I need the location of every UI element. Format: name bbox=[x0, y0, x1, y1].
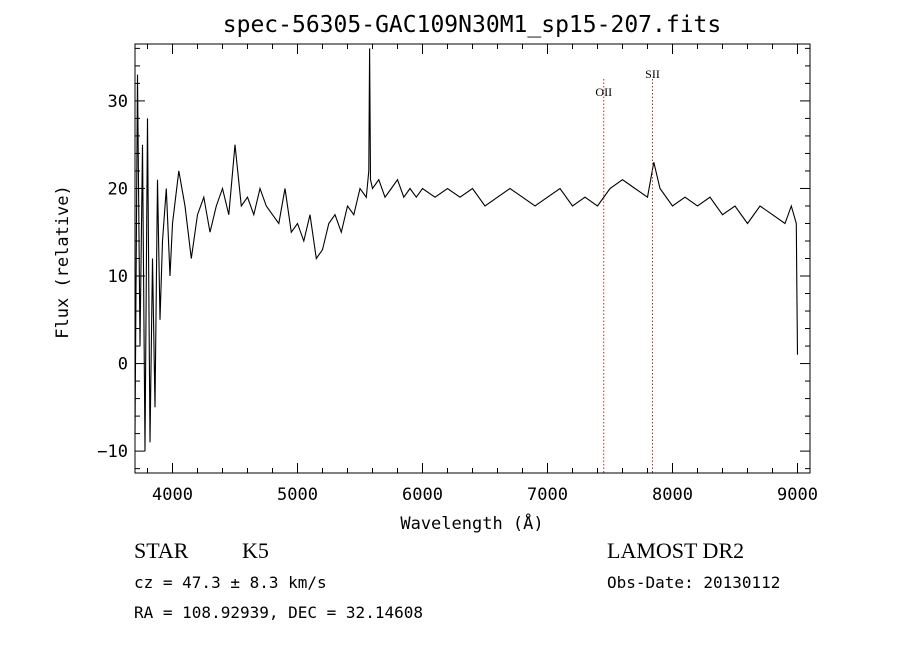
line-label-oii: OII bbox=[595, 85, 612, 99]
x-tick-label: 8000 bbox=[652, 485, 693, 505]
object-type: STAR bbox=[134, 538, 189, 563]
plot-frame bbox=[134, 43, 811, 474]
y-tick-label: 20 bbox=[108, 179, 128, 199]
spectral-subclass: K5 bbox=[242, 538, 269, 563]
y-tick-label: 30 bbox=[108, 92, 128, 112]
coordinates: RA = 108.92939, DEC = 32.14608 bbox=[134, 603, 423, 622]
x-tick-label: 5000 bbox=[277, 485, 318, 505]
line-label-sii: SII bbox=[645, 67, 660, 81]
x-tick-label: 4000 bbox=[152, 485, 193, 505]
x-tick-label: 6000 bbox=[402, 485, 443, 505]
plot-area: 4000 5000 6000 7000 8000 9000 −10 0 10 20 30 OII SII bbox=[97, 43, 818, 505]
observation-date: Obs-Date: 20130112 bbox=[607, 573, 781, 592]
survey-name: LAMOST DR2 bbox=[607, 538, 745, 563]
x-axis-label: Wavelength (Å) bbox=[400, 512, 543, 534]
x-tick-label: 7000 bbox=[527, 485, 568, 505]
y-tick-label: 10 bbox=[108, 267, 128, 287]
y-tick-label: 0 bbox=[118, 355, 128, 375]
spectrum-line bbox=[134, 48, 799, 452]
x-tick-label: 9000 bbox=[777, 485, 818, 505]
redshift-velocity: cz = 47.3 ± 8.3 km/s bbox=[134, 573, 327, 592]
y-tick-label: −10 bbox=[97, 442, 128, 462]
chart-title: spec-56305-GAC109N30M1_sp15-207.fits bbox=[223, 12, 722, 38]
y-axis-label: Flux (relative) bbox=[53, 185, 73, 339]
